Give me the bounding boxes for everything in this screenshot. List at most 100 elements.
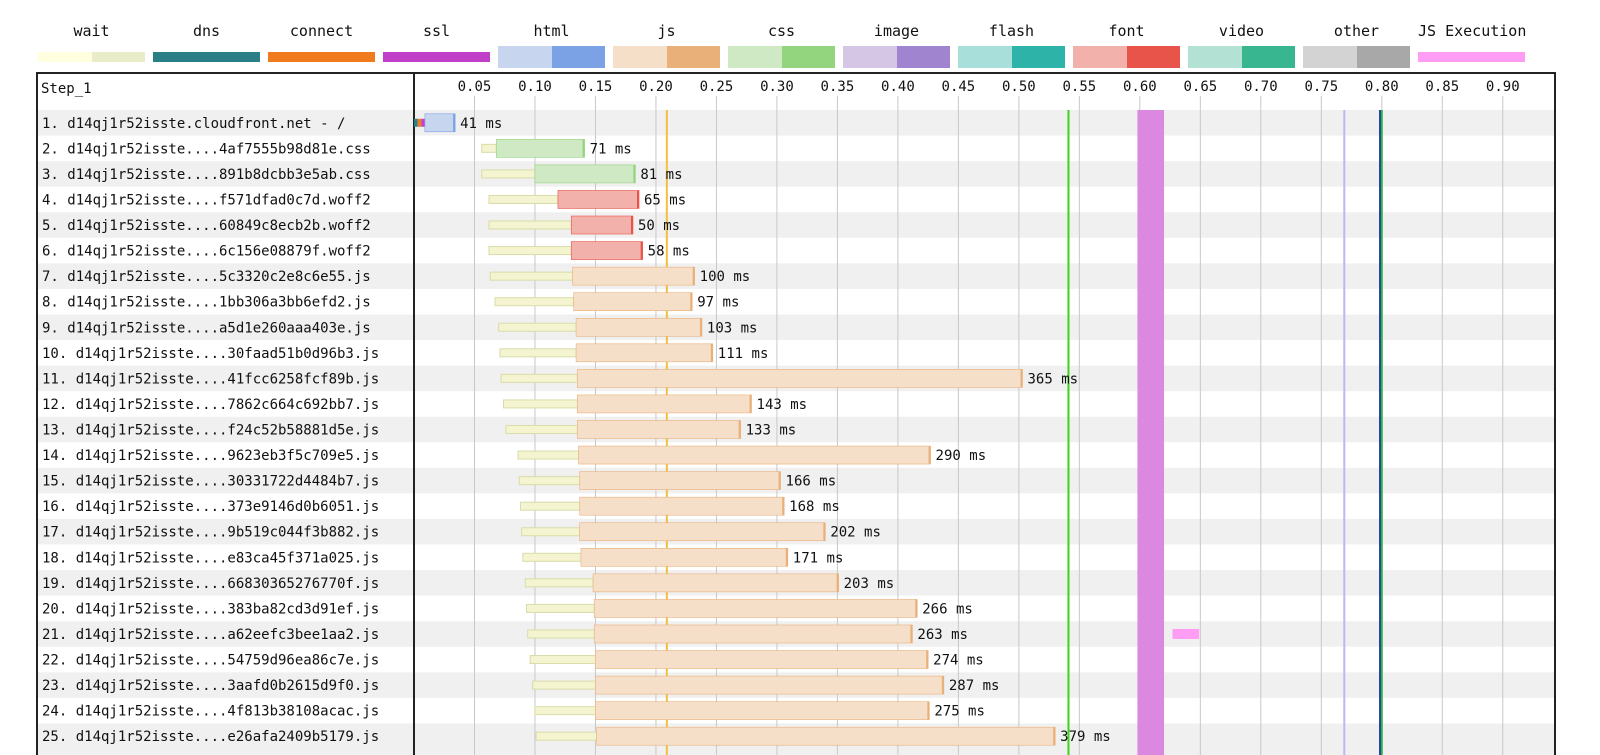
legend-swatch-ssl xyxy=(383,52,490,62)
request-label: 7. d14qj1r52isste....5c3320c2e8c6e55.js xyxy=(42,269,371,285)
request-label: 12. d14qj1r52isste....7862c664c692bb7.js xyxy=(42,397,379,413)
wait-bar xyxy=(494,297,575,307)
connect-bar xyxy=(417,118,422,127)
x-tick-label: 0.25 xyxy=(700,79,734,95)
wait-bar xyxy=(499,348,577,358)
legend-label-dns: dns xyxy=(192,22,221,40)
request-bar xyxy=(593,624,913,644)
request-label: 19. d14qj1r52isste....66830365276770f.js xyxy=(42,576,379,592)
request-label: 16. d14qj1r52isste....373e9146d0b6051.js xyxy=(42,499,379,515)
legend-label-wait: wait xyxy=(73,22,110,40)
duration-label: 266 ms xyxy=(922,601,973,617)
legend-label-video: video xyxy=(1218,22,1265,40)
wait-bar xyxy=(532,680,596,690)
request-bar xyxy=(495,139,585,158)
download-tick xyxy=(640,241,643,260)
download-tick xyxy=(941,676,944,695)
request-bar xyxy=(578,445,931,465)
x-tick-label: 0.45 xyxy=(942,79,976,95)
x-tick-label: 0.90 xyxy=(1486,79,1520,95)
request-label: 21. d14qj1r52isste....a62eefc3bee1aa2.js xyxy=(42,627,379,643)
request-bar xyxy=(596,726,1056,746)
x-tick-label: 0.75 xyxy=(1304,79,1338,95)
request-label: 10. d14qj1r52isste....30faad51b0d96b3.js xyxy=(42,346,379,362)
waterfall-chart-frame xyxy=(36,72,1556,755)
x-tick-label: 0.60 xyxy=(1123,79,1157,95)
legend-swatch-html xyxy=(498,46,605,68)
duration-label: 100 ms xyxy=(700,269,751,285)
request-bar xyxy=(570,215,634,235)
legend-label-html: html xyxy=(533,22,570,40)
request-label: 6. d14qj1r52isste....6c156e08879f.woff2 xyxy=(42,244,371,260)
legend-swatch-js-execution xyxy=(1418,52,1525,62)
request-label: 14. d14qj1r52isste....9623eb3f5c709e5.js xyxy=(42,448,379,464)
x-tick-label: 0.55 xyxy=(1063,79,1097,95)
request-bar xyxy=(595,650,929,669)
x-tick-label: 0.05 xyxy=(458,79,492,95)
row-stripe xyxy=(38,467,1554,494)
download-tick xyxy=(749,394,752,413)
request-label: 11. d14qj1r52isste....41fcc6258fcf89b.js xyxy=(42,371,379,387)
ssl-bar xyxy=(421,118,425,127)
request-label: 3. d14qj1r52isste....891b8dcbb3e5ab.css xyxy=(42,167,371,183)
duration-label: 202 ms xyxy=(830,525,881,541)
wait-bar xyxy=(481,143,497,153)
duration-label: 65 ms xyxy=(644,192,686,208)
download-tick xyxy=(453,113,456,132)
request-bar xyxy=(575,317,703,337)
row-stripe xyxy=(38,161,1554,187)
legend-swatch-css xyxy=(728,46,835,68)
request-label: 2. d14qj1r52isste....4af7555b98d81e.css xyxy=(42,141,371,157)
dns-bar xyxy=(414,118,418,127)
duration-label: 171 ms xyxy=(793,550,844,566)
legend-label-connect: connect xyxy=(289,22,354,40)
wait-bar xyxy=(500,373,578,383)
download-tick xyxy=(1053,727,1056,746)
row-stripe xyxy=(38,212,1554,238)
download-tick xyxy=(582,139,585,158)
wait-bar xyxy=(503,399,578,409)
request-label: 4. d14qj1r52isste....f571dfad0c7d.woff2 xyxy=(42,192,371,208)
download-tick xyxy=(927,701,930,720)
wait-bar xyxy=(488,246,572,256)
request-bar xyxy=(595,701,930,720)
duration-label: 58 ms xyxy=(648,244,690,260)
duration-label: 41 ms xyxy=(460,116,502,132)
download-tick xyxy=(778,471,781,490)
duration-label: 290 ms xyxy=(936,448,987,464)
duration-label: 365 ms xyxy=(1028,371,1079,387)
request-bar xyxy=(579,522,826,542)
download-tick xyxy=(915,599,918,618)
legend-swatch-wait xyxy=(38,52,145,62)
wait-bar xyxy=(505,425,578,434)
request-bar xyxy=(575,343,714,363)
wait-bar xyxy=(518,476,581,486)
request-label: 23. d14qj1r52isste....3aafd0b2615d9f0.js xyxy=(42,678,379,694)
request-label: 5. d14qj1r52isste....60849c8ecb2b.woff2 xyxy=(42,218,371,234)
legend-swatch-dns xyxy=(153,52,260,62)
js-execution-bar xyxy=(1172,628,1200,639)
legend-label-font: font xyxy=(1108,22,1145,40)
x-tick-label: 0.40 xyxy=(881,79,915,95)
duration-label: 97 ms xyxy=(697,295,739,311)
request-bar xyxy=(595,675,945,695)
request-label: 15. d14qj1r52isste....30331722d4484b7.js xyxy=(42,474,379,490)
request-bar xyxy=(592,573,839,593)
x-tick-label: 0.50 xyxy=(1002,79,1036,95)
duration-label: 81 ms xyxy=(640,167,682,183)
request-bar xyxy=(580,547,789,567)
download-tick xyxy=(637,190,640,209)
duration-label: 203 ms xyxy=(844,576,895,592)
wait-bar xyxy=(524,578,594,588)
duration-label: 263 ms xyxy=(917,627,968,643)
request-bar xyxy=(570,241,643,260)
download-tick xyxy=(836,573,839,592)
request-bar xyxy=(577,394,752,414)
legend-swatch-js xyxy=(613,46,720,68)
duration-label: 275 ms xyxy=(934,704,985,720)
legend-swatch-flash xyxy=(958,46,1065,68)
request-bar xyxy=(579,496,785,516)
row-stripe xyxy=(38,263,1554,289)
duration-label: 71 ms xyxy=(590,141,632,157)
